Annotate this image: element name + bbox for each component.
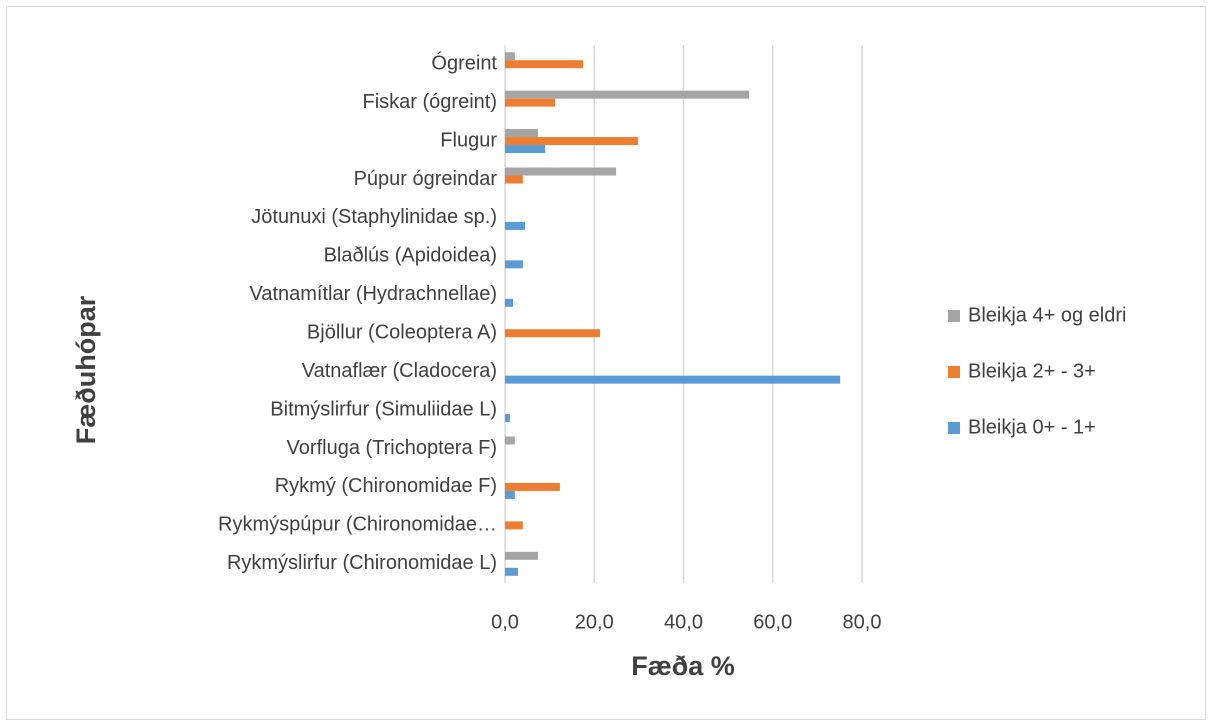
bar [505, 98, 555, 107]
bar [505, 175, 523, 184]
bar [505, 490, 515, 499]
bar [505, 52, 515, 61]
y-tick-label: Púpur ógreindar [354, 168, 498, 190]
bar [505, 167, 617, 176]
x-tick-label: 20,0 [575, 611, 614, 633]
y-axis-title: Fæðuhópar [71, 295, 101, 444]
y-tick-label: Jötunuxi (Staphylinidae sp.) [251, 206, 497, 228]
legend-swatch [948, 310, 960, 322]
legend-swatch [948, 422, 960, 434]
legend-swatch [948, 366, 960, 378]
bar [505, 375, 841, 384]
x-tick-label: 0,0 [491, 611, 519, 633]
y-tick-label: Fiskar (ógreint) [363, 91, 497, 113]
bar [505, 60, 584, 69]
bar [505, 329, 601, 338]
legend-label: Bleikja 2+ - 3+ [968, 360, 1096, 382]
y-tick-label: Ógreint [431, 51, 497, 74]
bar [505, 298, 514, 307]
y-tick-label: Bitmýslirfur (Simuliidae L) [270, 398, 497, 420]
y-tick-label: Flugur [440, 129, 497, 151]
bar [505, 436, 515, 445]
bar [505, 567, 518, 576]
bar [505, 221, 526, 230]
bar [505, 414, 510, 423]
bar [505, 521, 523, 530]
bar [505, 129, 539, 138]
y-tick-label: Blaðlús (Apidoidea) [324, 245, 497, 267]
bar [505, 145, 546, 154]
y-tick-label: Bjöllur (Coleoptera A) [307, 321, 497, 343]
bar [505, 551, 539, 560]
x-tick-label: 40,0 [664, 611, 703, 633]
legend-label: Bleikja 4+ og eldri [968, 304, 1126, 326]
x-tick-label: 60,0 [753, 611, 792, 633]
y-tick-label: Vatnaflær (Cladocera) [302, 360, 497, 382]
y-tick-label: Rykmýspúpur (Chironomidae… [218, 514, 497, 536]
chart-frame [6, 6, 1206, 720]
y-tick-label: Vorfluga (Trichoptera F) [287, 437, 497, 459]
y-tick-label: Rykmý (Chironomidae F) [275, 475, 497, 497]
bar [505, 482, 560, 491]
bar [505, 137, 638, 146]
bar [505, 90, 750, 99]
x-tick-label: 80,0 [843, 611, 882, 633]
bar [505, 260, 523, 269]
y-tick-label: Rykmýslirfur (Chironomidae L) [227, 552, 497, 574]
y-tick-label: Vatnamítlar (Hydrachnellae) [249, 283, 497, 305]
legend-label: Bleikja 0+ - 1+ [968, 416, 1096, 438]
x-axis-title: Fæða % [631, 651, 735, 681]
